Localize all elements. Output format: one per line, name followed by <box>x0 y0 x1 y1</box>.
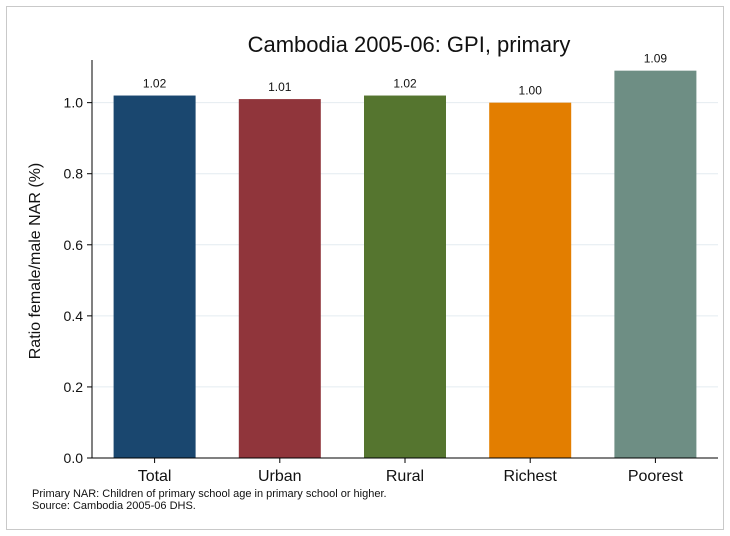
x-tick-label-poorest: Poorest <box>628 468 684 485</box>
y-axis-ticks: 0.0 0.2 0.4 0.6 0.8 1.0 <box>64 95 92 466</box>
footnote-source: Source: Cambodia 2005-06 DHS. <box>32 500 196 512</box>
y-tick-label: 1.0 <box>64 95 84 111</box>
x-axis-ticks: Total Urban Rural Richest Poorest <box>138 458 684 485</box>
bar-richest <box>489 102 572 459</box>
bar-rural <box>364 95 446 459</box>
x-tick-label-richest: Richest <box>504 468 558 485</box>
y-tick-label: 0.0 <box>64 450 84 466</box>
bar-poorest <box>614 70 697 459</box>
bar-urban <box>238 99 321 458</box>
value-labels: 1.02 1.01 1.02 1.00 1.09 <box>143 52 667 98</box>
y-tick-label: 0.2 <box>64 379 84 395</box>
value-label-poorest: 1.09 <box>644 52 668 66</box>
bars <box>113 70 697 459</box>
y-tick-label: 0.6 <box>64 237 84 253</box>
x-tick-label-total: Total <box>138 468 172 485</box>
x-tick-label-rural: Rural <box>386 468 424 485</box>
y-tick-label: 0.8 <box>64 166 84 182</box>
y-tick-label: 0.4 <box>64 308 84 324</box>
bar-total <box>113 95 196 459</box>
value-label-rural: 1.02 <box>393 77 417 91</box>
value-label-total: 1.02 <box>143 77 167 91</box>
x-tick-label-urban: Urban <box>258 468 302 485</box>
y-axis-label: Ratio female/male NAR (%) <box>27 163 44 360</box>
value-label-richest: 1.00 <box>519 84 543 98</box>
footnote-definition: Primary NAR: Children of primary school … <box>32 488 387 500</box>
chart-title: Cambodia 2005-06: GPI, primary <box>248 32 571 57</box>
value-label-urban: 1.01 <box>268 80 292 94</box>
